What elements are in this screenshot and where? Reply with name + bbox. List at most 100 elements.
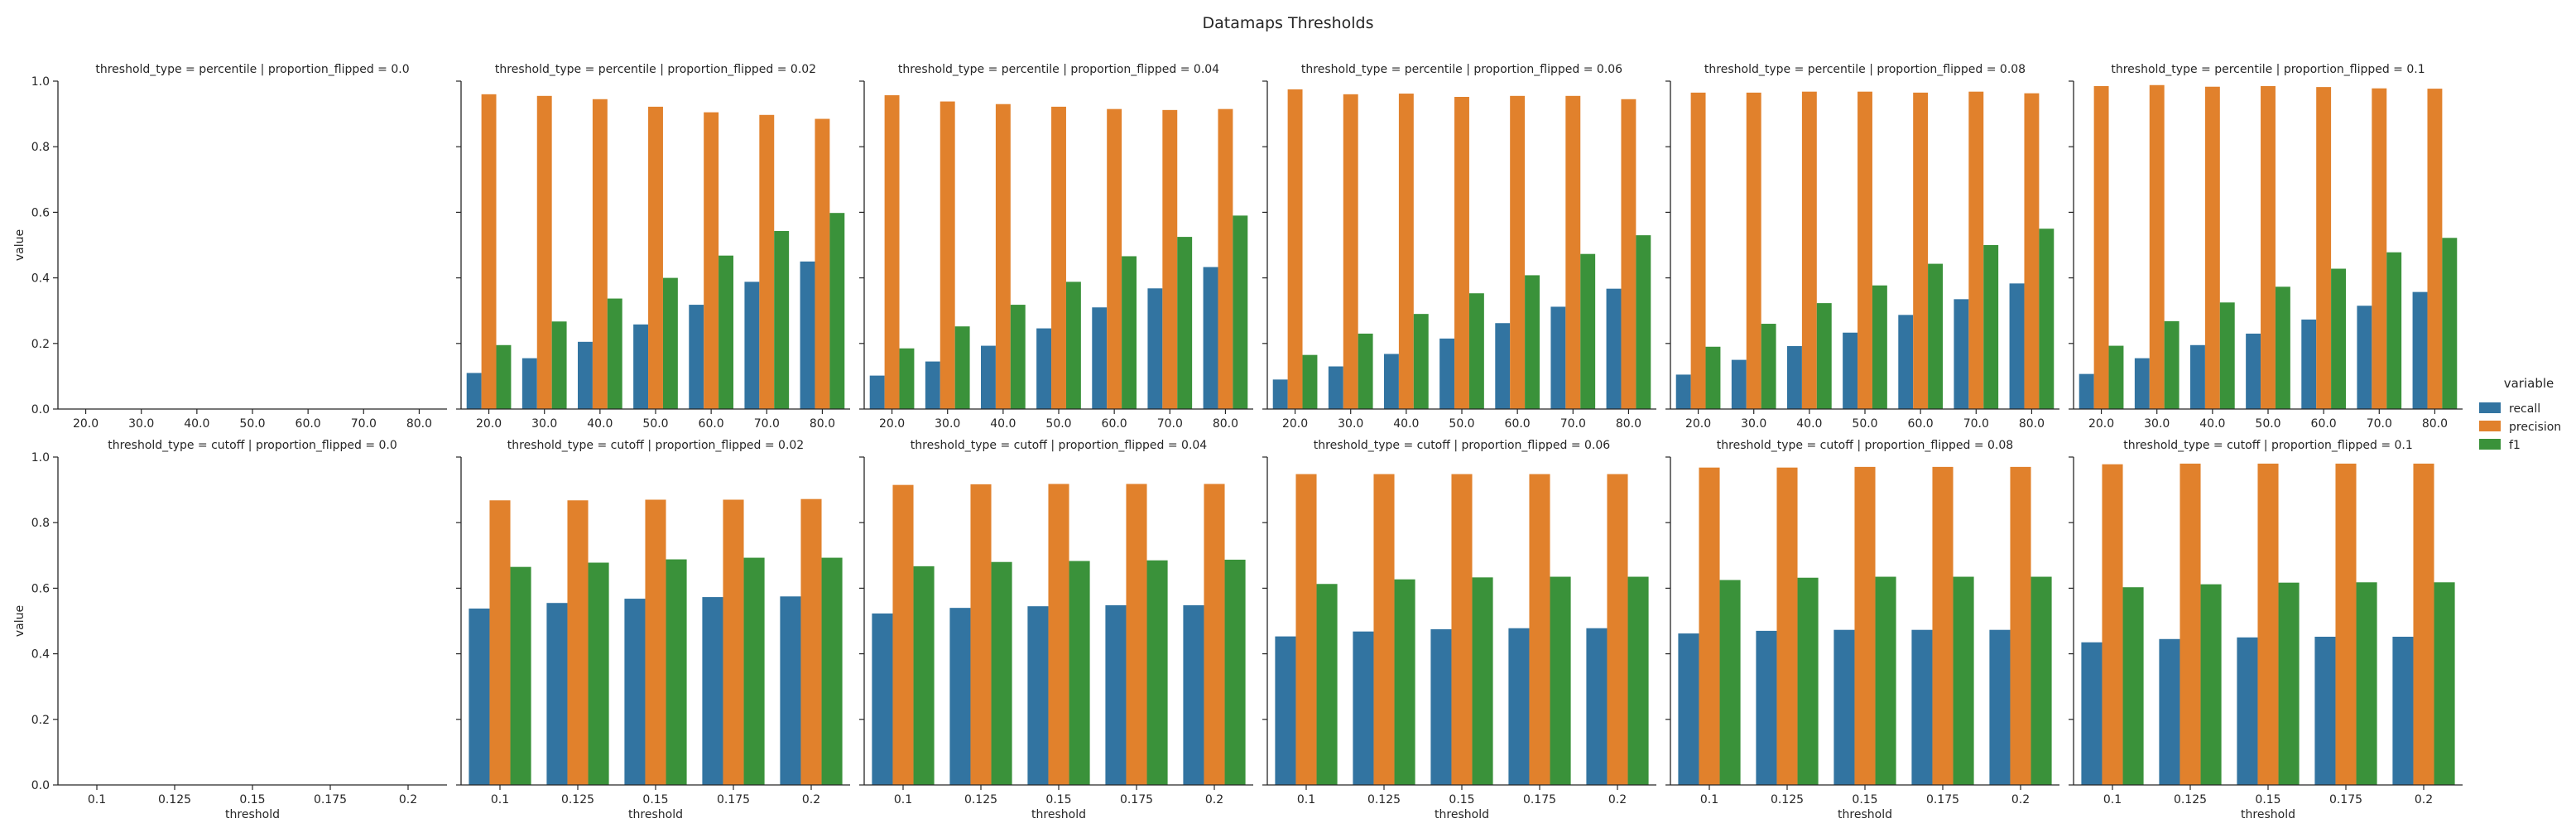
bar-precision bbox=[2204, 86, 2220, 410]
bar-f1 bbox=[2275, 286, 2290, 409]
bar-precision bbox=[648, 106, 663, 409]
bar-f1 bbox=[588, 562, 609, 785]
bar-precision bbox=[645, 499, 666, 785]
x-tick-label: 0.125 bbox=[561, 793, 594, 806]
panel-title: threshold_type = cutoff | proportion_fli… bbox=[507, 439, 804, 452]
x-tick-label: 40.0 bbox=[990, 417, 1016, 431]
bar-f1 bbox=[991, 561, 1012, 785]
x-tick-label: 0.175 bbox=[717, 793, 750, 806]
bar-f1 bbox=[899, 348, 915, 409]
panel-title: threshold_type = cutoff | proportion_fli… bbox=[2123, 439, 2413, 452]
bar-recall bbox=[2412, 291, 2428, 409]
bar-precision bbox=[704, 112, 719, 409]
bar-recall bbox=[546, 603, 568, 785]
y-tick-label: 0.0 bbox=[31, 403, 50, 416]
x-tick-label: 30.0 bbox=[1338, 417, 1363, 431]
bar-recall bbox=[872, 613, 893, 785]
bar-f1 bbox=[1872, 285, 1887, 409]
bar-recall bbox=[702, 597, 723, 785]
bar-precision bbox=[892, 484, 914, 785]
bar-f1 bbox=[2434, 582, 2455, 785]
x-tick-label: 30.0 bbox=[1741, 417, 1766, 431]
bar-precision bbox=[1968, 91, 1984, 409]
x-tick-label: 80.0 bbox=[406, 417, 432, 431]
x-tick-label: 0.15 bbox=[239, 793, 265, 806]
bar-recall bbox=[2246, 333, 2261, 409]
bar-recall bbox=[521, 358, 537, 409]
x-tick-label: 20.0 bbox=[879, 417, 905, 431]
legend-label-recall: recall bbox=[2509, 402, 2540, 416]
bar-precision bbox=[815, 118, 830, 410]
bar-recall bbox=[800, 261, 815, 409]
bar-recall bbox=[2009, 283, 2025, 409]
bar-recall bbox=[1833, 629, 1855, 785]
bar-recall bbox=[2079, 373, 2094, 409]
legend-label-precision: precision bbox=[2509, 421, 2561, 434]
bar-f1 bbox=[1316, 584, 1338, 785]
x-tick-label: 0.15 bbox=[642, 793, 668, 806]
bar-recall bbox=[2134, 358, 2150, 409]
bar-f1 bbox=[2219, 302, 2235, 409]
legend-swatch-recall bbox=[2479, 402, 2501, 413]
y-tick-label: 0.8 bbox=[31, 141, 50, 154]
bar-precision bbox=[1699, 467, 1720, 785]
bar-f1 bbox=[1928, 263, 1943, 409]
bar-recall bbox=[869, 375, 885, 409]
x-tick-label: 60.0 bbox=[1505, 417, 1531, 431]
bar-recall bbox=[1586, 628, 1608, 785]
bar-recall bbox=[1439, 338, 1455, 409]
facet-panel: threshold_type = cutoff | proportion_fli… bbox=[1262, 439, 1656, 821]
bar-f1 bbox=[1413, 314, 1429, 409]
bar-precision bbox=[1858, 91, 1872, 409]
bar-recall bbox=[624, 599, 646, 785]
bar-recall bbox=[744, 282, 760, 409]
bar-recall bbox=[981, 345, 996, 409]
x-tick-label: 70.0 bbox=[1560, 417, 1586, 431]
bar-f1 bbox=[1069, 561, 1090, 785]
x-tick-label: 0.2 bbox=[1205, 793, 1223, 806]
facet-panel: threshold_type = percentile | proportion… bbox=[1665, 63, 2059, 431]
bar-f1 bbox=[2331, 268, 2346, 409]
bar-recall bbox=[1092, 307, 1108, 409]
x-tick-label: 0.125 bbox=[2174, 793, 2207, 806]
legend: variable recall precision f1 bbox=[2479, 376, 2561, 452]
bar-f1 bbox=[1302, 354, 1318, 409]
x-tick-label: 0.2 bbox=[2011, 793, 2030, 806]
bar-f1 bbox=[1224, 559, 1246, 785]
x-tick-label: 0.1 bbox=[491, 793, 509, 806]
bar-f1 bbox=[1636, 235, 1651, 409]
bar-recall bbox=[2314, 637, 2336, 785]
bar-recall bbox=[466, 373, 482, 409]
bar-recall bbox=[1787, 345, 1802, 409]
bar-f1 bbox=[1627, 576, 1649, 785]
x-tick-label: 50.0 bbox=[1045, 417, 1071, 431]
bar-f1 bbox=[2442, 238, 2458, 409]
bar-f1 bbox=[1705, 346, 1721, 409]
x-tick-label: 0.15 bbox=[1449, 793, 1474, 806]
x-tick-label: 0.125 bbox=[1771, 793, 1804, 806]
bar-f1 bbox=[2108, 345, 2124, 409]
legend-swatch-precision bbox=[2479, 421, 2501, 431]
bar-f1 bbox=[821, 557, 843, 785]
x-tick-label: 30.0 bbox=[128, 417, 154, 431]
bar-f1 bbox=[1358, 333, 1373, 409]
bar-precision bbox=[1565, 95, 1581, 409]
bar-precision bbox=[2257, 463, 2279, 785]
bar-f1 bbox=[1525, 275, 1540, 409]
x-tick-label: 60.0 bbox=[699, 417, 724, 431]
facet-panel: threshold_type = percentile | proportion… bbox=[2069, 63, 2463, 431]
legend-swatch-f1 bbox=[2479, 439, 2501, 450]
bar-f1 bbox=[774, 230, 790, 409]
bar-f1 bbox=[2278, 582, 2300, 785]
bar-f1 bbox=[718, 255, 733, 409]
bar-f1 bbox=[1472, 577, 1493, 785]
x-tick-label: 40.0 bbox=[587, 417, 613, 431]
x-tick-label: 0.2 bbox=[399, 793, 417, 806]
bar-precision bbox=[592, 99, 608, 409]
x-tick-label: 0.175 bbox=[1523, 793, 1556, 806]
bar-precision bbox=[1287, 89, 1303, 410]
bar-f1 bbox=[496, 344, 512, 409]
y-tick-label: 0.6 bbox=[31, 206, 50, 219]
bar-precision bbox=[1162, 109, 1178, 409]
bar-precision bbox=[940, 101, 955, 409]
